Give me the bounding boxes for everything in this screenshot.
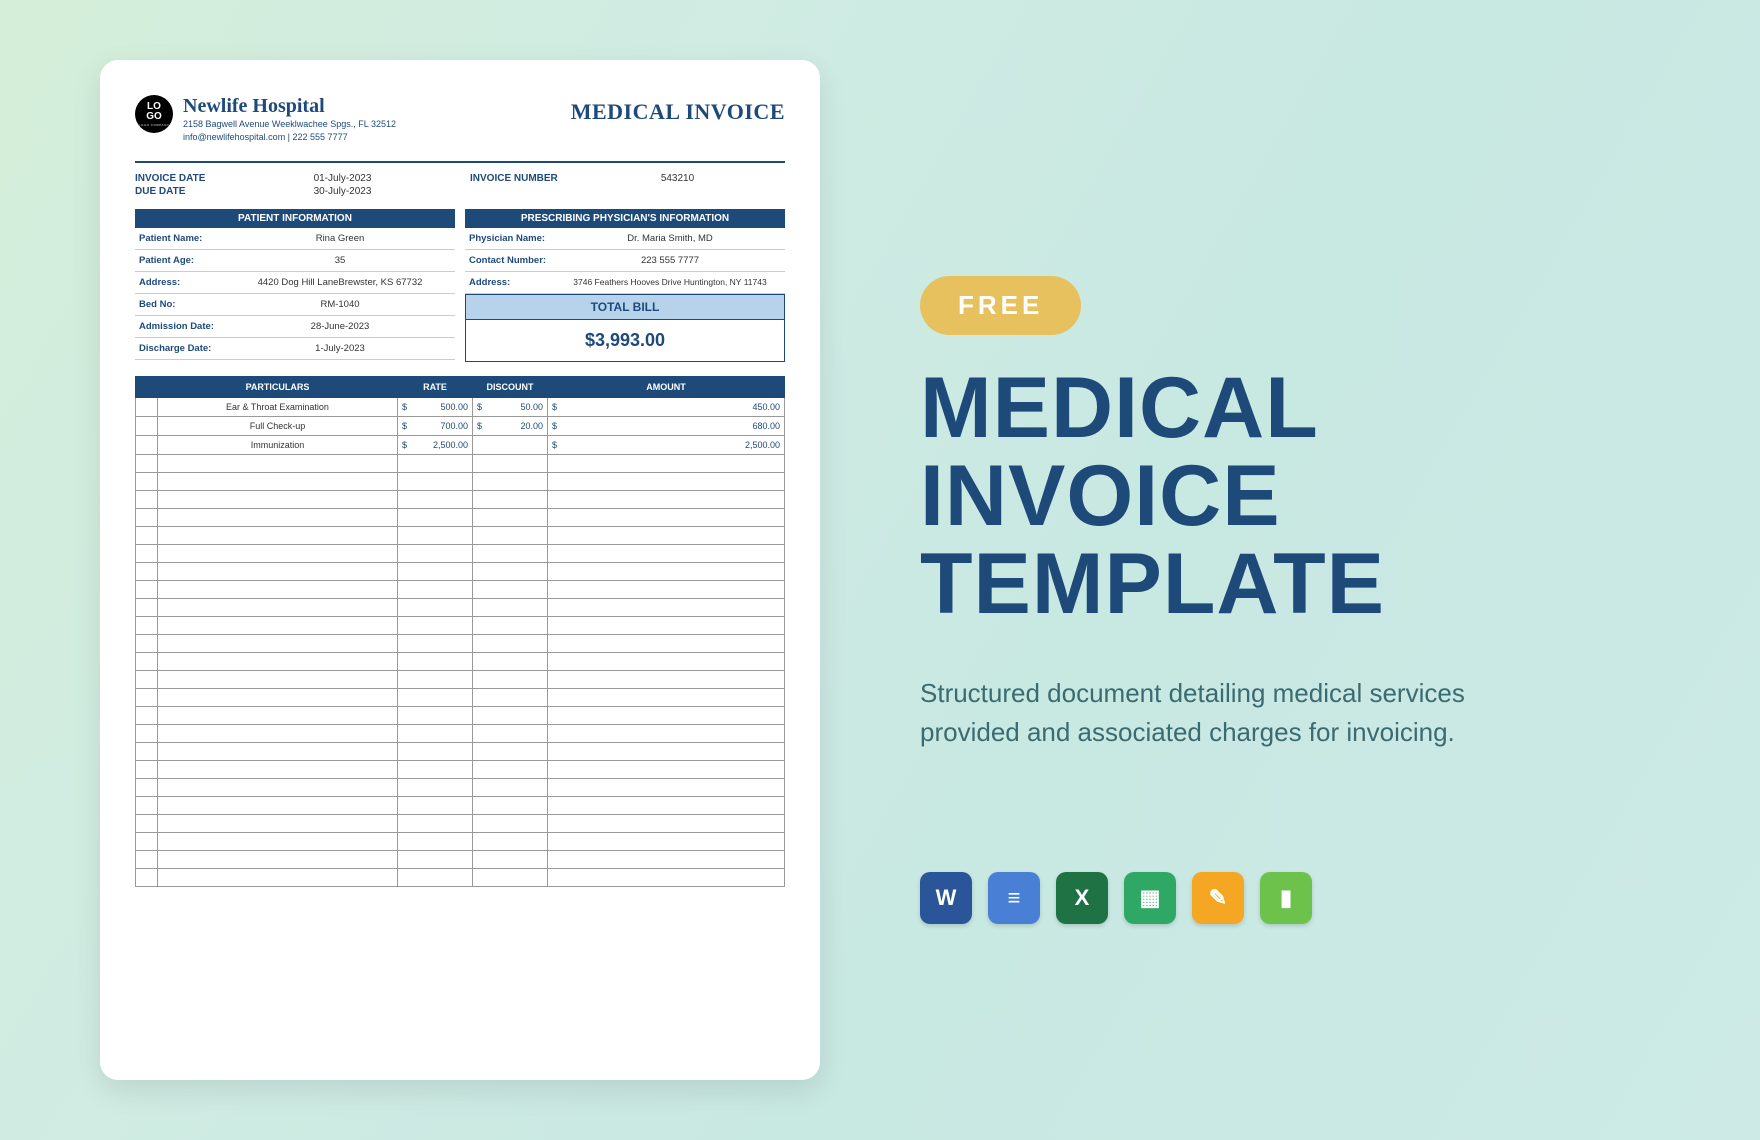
col-discount: DISCOUNT [473, 377, 548, 398]
col-amount: AMOUNT [548, 377, 785, 398]
invoice-document-preview: LO GO LOGO COMPANY Newlife Hospital 2158… [100, 60, 820, 1080]
excel-icon[interactable]: X [1056, 872, 1108, 924]
patient-name-label: Patient Name: [139, 233, 229, 244]
invoice-date-value: 01-July-2023 [235, 173, 450, 184]
promo-panel: FREE MEDICAL INVOICE TEMPLATE Structured… [920, 216, 1660, 923]
table-row [136, 851, 785, 869]
col-rate: RATE [398, 377, 473, 398]
promo-title-line1: MEDICAL [920, 365, 1660, 453]
table-row [136, 671, 785, 689]
total-bill-value: $3,993.00 [465, 320, 785, 362]
patient-adm-value: 28-June-2023 [229, 321, 451, 332]
table-row [136, 707, 785, 725]
physician-name-value: Dr. Maria Smith, MD [559, 233, 781, 244]
logo-text-bot: GO [146, 111, 162, 122]
patient-age-label: Patient Age: [139, 255, 229, 266]
table-row: Full Check-up$700.00$20.00$680.00 [136, 417, 785, 436]
numbers-icon[interactable]: ▮ [1260, 872, 1312, 924]
hospital-contact: info@newlifehospital.com | 222 555 7777 [183, 131, 396, 144]
table-row [136, 833, 785, 851]
physician-addr-label: Address: [469, 277, 559, 288]
format-icons-row: W ≡ X ▦ ✎ ▮ [920, 872, 1660, 924]
col-check [136, 377, 158, 398]
physician-info-column: PRESCRIBING PHYSICIAN'S INFORMATION Phys… [465, 209, 785, 362]
table-row [136, 455, 785, 473]
table-row [136, 635, 785, 653]
table-row [136, 473, 785, 491]
patient-addr-value: 4420 Dog Hill LaneBrewster, KS 67732 [229, 277, 451, 288]
table-row [136, 527, 785, 545]
meta-row-2: DUE DATE 30-July-2023 [135, 186, 785, 197]
table-row [136, 545, 785, 563]
col-particulars: PARTICULARS [158, 377, 398, 398]
due-date-value: 30-July-2023 [235, 186, 450, 197]
physician-contact-value: 223 555 7777 [559, 255, 781, 266]
table-row: Immunization$2,500.00$2,500.00 [136, 436, 785, 455]
table-row [136, 563, 785, 581]
table-row [136, 815, 785, 833]
total-bill-box: TOTAL BILL $3,993.00 [465, 294, 785, 362]
promo-title-line3: TEMPLATE [920, 541, 1660, 629]
table-row: Ear & Throat Examination$500.00$50.00$45… [136, 398, 785, 417]
patient-addr-label: Address: [139, 277, 229, 288]
free-badge: FREE [920, 276, 1081, 335]
sheets-icon[interactable]: ▦ [1124, 872, 1176, 924]
table-row [136, 653, 785, 671]
patient-dis-value: 1-July-2023 [229, 343, 451, 354]
table-row [136, 599, 785, 617]
patient-adm-label: Admission Date: [139, 321, 229, 332]
table-row [136, 491, 785, 509]
physician-info-header: PRESCRIBING PHYSICIAN'S INFORMATION [465, 209, 785, 228]
table-row [136, 743, 785, 761]
line-items-table: PARTICULARS RATE DISCOUNT AMOUNT Ear & T… [135, 376, 785, 887]
table-row [136, 689, 785, 707]
invoice-number-value: 543210 [570, 173, 785, 184]
patient-bed-label: Bed No: [139, 299, 229, 310]
logo-block: LO GO LOGO COMPANY Newlife Hospital 2158… [135, 95, 396, 143]
physician-addr-value: 3746 Feathers Hooves Drive Huntington, N… [559, 277, 781, 288]
total-bill-label: TOTAL BILL [465, 294, 785, 320]
promo-description: Structured document detailing medical se… [920, 674, 1560, 752]
table-row [136, 509, 785, 527]
physician-name-label: Physician Name: [469, 233, 559, 244]
divider [135, 161, 785, 163]
word-icon[interactable]: W [920, 872, 972, 924]
pages-icon[interactable]: ✎ [1192, 872, 1244, 924]
table-row [136, 725, 785, 743]
logo-subtext: LOGO COMPANY [139, 124, 170, 127]
promo-title-line2: INVOICE [920, 453, 1660, 541]
invoice-title: MEDICAL INVOICE [571, 99, 785, 125]
patient-info-header: PATIENT INFORMATION [135, 209, 455, 228]
meta-row-1: INVOICE DATE 01-July-2023 INVOICE NUMBER… [135, 173, 785, 184]
table-row [136, 779, 785, 797]
physician-contact-label: Contact Number: [469, 255, 559, 266]
hospital-address: 2158 Bagwell Avenue Weeklwachee Spgs., F… [183, 118, 396, 131]
info-blocks: PATIENT INFORMATION Patient Name:Rina Gr… [135, 209, 785, 362]
patient-name-value: Rina Green [229, 233, 451, 244]
doc-header: LO GO LOGO COMPANY Newlife Hospital 2158… [135, 95, 785, 143]
patient-age-value: 35 [229, 255, 451, 266]
hospital-name: Newlife Hospital [183, 95, 396, 118]
promo-title: MEDICAL INVOICE TEMPLATE [920, 365, 1660, 628]
table-row [136, 797, 785, 815]
patient-info-column: PATIENT INFORMATION Patient Name:Rina Gr… [135, 209, 455, 362]
invoice-date-label: INVOICE DATE [135, 173, 235, 184]
table-row [136, 869, 785, 887]
patient-dis-label: Discharge Date: [139, 343, 229, 354]
invoice-number-label: INVOICE NUMBER [470, 173, 570, 184]
logo-icon: LO GO LOGO COMPANY [135, 95, 173, 133]
gdocs-icon[interactable]: ≡ [988, 872, 1040, 924]
table-row [136, 761, 785, 779]
table-row [136, 581, 785, 599]
due-date-label: DUE DATE [135, 186, 235, 197]
patient-bed-value: RM-1040 [229, 299, 451, 310]
table-row [136, 617, 785, 635]
